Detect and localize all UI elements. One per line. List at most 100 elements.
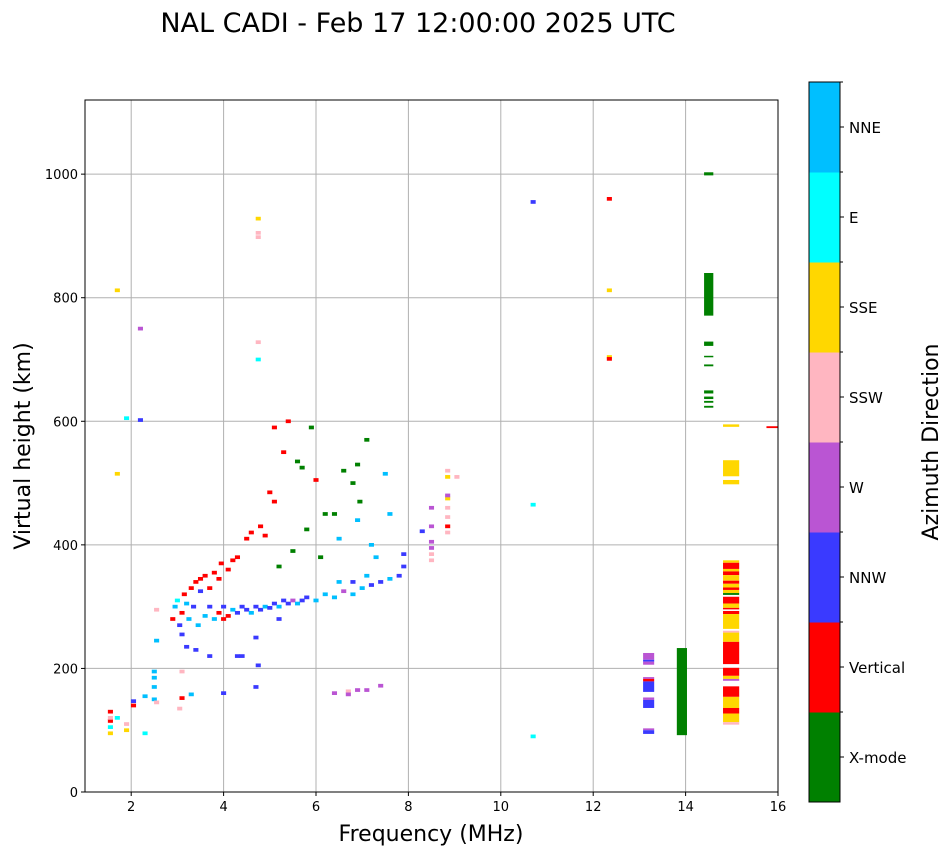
data-point xyxy=(271,601,277,606)
data-point xyxy=(107,719,113,723)
data-point xyxy=(355,518,361,522)
data-point xyxy=(114,471,120,476)
data-bar xyxy=(723,722,740,725)
data-point xyxy=(142,731,148,736)
data-point xyxy=(248,530,254,535)
y-tick-label: 1000 xyxy=(45,168,78,183)
colorbar-tick-label: W xyxy=(849,479,864,497)
data-point xyxy=(530,200,536,204)
data-point xyxy=(234,555,241,560)
data-point xyxy=(202,614,208,618)
data-point xyxy=(239,604,245,609)
y-tick-label: 800 xyxy=(53,292,78,307)
colorbar-segment xyxy=(809,262,840,353)
data-point xyxy=(606,357,612,361)
data-bar xyxy=(723,632,740,642)
y-tick-label: 200 xyxy=(53,662,78,677)
data-point xyxy=(253,604,259,609)
colorbar: X-mode Vertical NNW W SSW SSE E NNE xyxy=(808,81,906,803)
data-point xyxy=(445,530,451,535)
data-bar xyxy=(723,686,740,697)
data-point xyxy=(137,326,143,331)
data-point xyxy=(193,580,199,584)
data-point xyxy=(350,580,356,584)
data-point xyxy=(357,499,363,504)
data-point xyxy=(428,539,435,544)
data-point xyxy=(154,638,160,643)
data-point xyxy=(401,552,407,556)
data-bar xyxy=(723,593,740,595)
data-point xyxy=(154,700,160,705)
data-bar xyxy=(723,707,740,714)
data-point xyxy=(428,552,435,556)
data-point xyxy=(151,685,157,689)
data-point xyxy=(285,419,291,424)
data-point xyxy=(445,515,451,519)
data-point xyxy=(271,425,277,430)
data-point xyxy=(368,583,374,587)
data-bar xyxy=(704,172,714,176)
data-point xyxy=(170,617,176,621)
data-point xyxy=(193,648,199,652)
data-point xyxy=(318,555,324,560)
data-point xyxy=(308,425,314,430)
y-tick-label: 600 xyxy=(53,415,78,430)
data-point xyxy=(345,692,351,697)
data-point xyxy=(290,598,296,603)
data-point xyxy=(378,683,384,688)
data-point xyxy=(378,580,384,584)
data-point xyxy=(428,546,435,550)
data-point xyxy=(124,722,130,726)
data-point xyxy=(244,536,250,541)
data-point xyxy=(181,592,187,597)
colorbar-tick-label: NNE xyxy=(849,119,881,137)
data-point xyxy=(387,512,393,516)
data-point xyxy=(186,617,192,621)
data-point xyxy=(445,493,451,498)
data-point xyxy=(276,564,282,569)
data-bar xyxy=(723,560,740,563)
colorbar-tick-label: Vertical xyxy=(849,659,905,677)
data-point xyxy=(130,703,137,708)
colorbar-segment xyxy=(809,82,840,173)
data-bar xyxy=(723,587,740,590)
data-bar xyxy=(723,583,740,588)
data-point xyxy=(341,468,347,473)
data-point xyxy=(355,688,361,692)
data-point xyxy=(172,604,178,609)
data-point xyxy=(225,614,231,618)
data-bar xyxy=(643,659,655,662)
data-point xyxy=(359,586,365,590)
data-point xyxy=(290,549,296,553)
data-point xyxy=(211,570,217,575)
data-point xyxy=(184,601,190,606)
data-point xyxy=(114,716,120,720)
data-point xyxy=(258,607,264,612)
colorbar-frame xyxy=(808,81,841,803)
data-point xyxy=(221,691,227,695)
data-bar xyxy=(723,603,740,608)
data-point xyxy=(188,586,194,590)
data-bar xyxy=(704,364,714,367)
data-point xyxy=(244,607,250,612)
data-point xyxy=(428,505,435,510)
data-bar xyxy=(704,341,714,346)
data-bar xyxy=(723,713,740,723)
data-bar xyxy=(704,355,714,358)
x-tick-label: 14 xyxy=(677,800,694,815)
data-bar xyxy=(704,405,714,408)
data-point xyxy=(304,527,310,532)
colorbar-tick-label: SSW xyxy=(849,389,883,407)
data-bar xyxy=(643,697,655,700)
y-tick-label: 400 xyxy=(53,539,78,554)
data-point xyxy=(387,576,393,581)
colorbar-label: Azimuth Direction xyxy=(919,343,944,540)
data-point xyxy=(216,576,222,581)
x-tick-label: 6 xyxy=(312,800,320,815)
data-point xyxy=(195,623,201,628)
data-point xyxy=(197,576,204,581)
y-axis-label: Virtual height (km) xyxy=(11,342,36,549)
data-point xyxy=(331,595,338,600)
data-bar xyxy=(723,614,740,629)
